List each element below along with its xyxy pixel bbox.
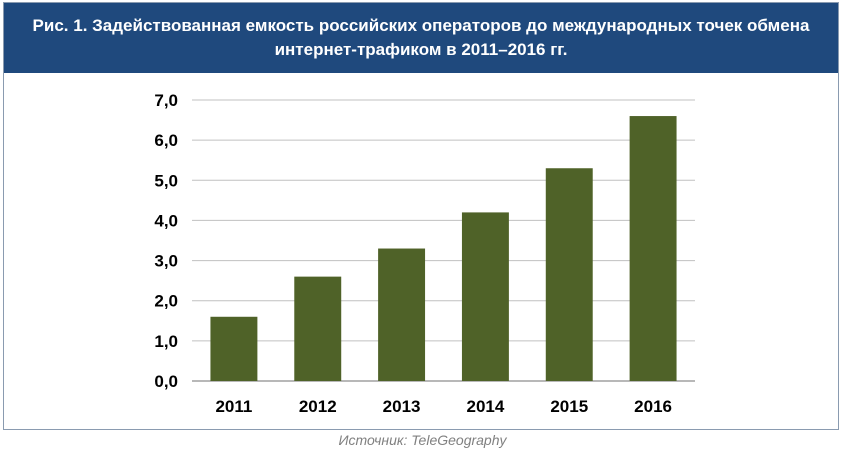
y-tick-label: 0,0 [154,372,178,391]
y-tick-label: 3,0 [154,252,178,271]
source-caption: Источник: TeleGeography [338,432,507,448]
x-tick-label: 2012 [299,397,337,416]
y-tick-label: 4,0 [154,211,178,230]
x-tick-label: 2014 [467,397,505,416]
bar-2014 [461,212,509,381]
x-tick-label: 2015 [550,397,588,416]
bar-2012 [294,276,342,381]
x-tick-label: 2011 [215,397,252,416]
y-tick-label: 7,0 [154,91,178,110]
chart-title: Рис. 1. Задействованная емкость российск… [32,16,810,59]
bar-2011 [210,316,258,381]
y-tick-label: 2,0 [154,292,178,311]
title-banner: Рис. 1. Задействованная емкость российск… [4,3,838,73]
y-tick-label: 6,0 [154,131,178,150]
bar-2016 [629,116,677,382]
x-tick-label: 2016 [634,397,672,416]
y-tick-label: 5,0 [154,171,178,190]
y-tick-label: 1,0 [154,332,178,351]
bar-2015 [545,168,593,381]
bar-2013 [378,248,426,381]
x-tick-label: 2013 [383,397,421,416]
